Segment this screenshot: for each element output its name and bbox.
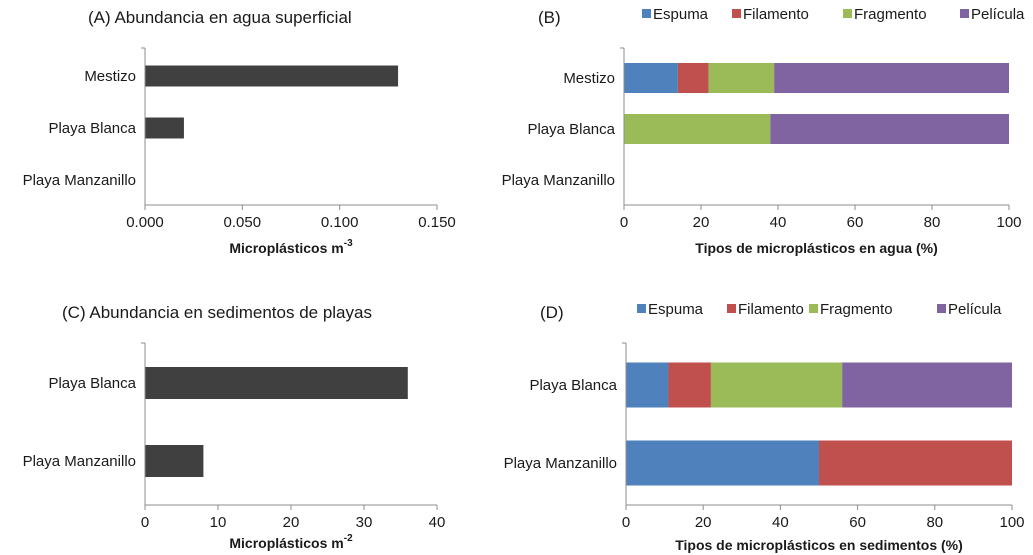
chart-panel-d: (D) Espuma Filamento Fragmento Película Playa… [504,301,1025,553]
bar-segment [668,362,711,408]
bar-segment [626,362,669,408]
chart-panel-a: (A) Abundancia en agua superficial Mestiz… [23,8,456,256]
x-tick-label: 0 [622,514,630,531]
legend-label: Fragmento [854,6,927,23]
bar-segment [624,63,678,93]
legend-label: Fragmento [820,301,893,318]
x-tick-label: 0.050 [224,214,262,231]
panel-title: (D) [540,303,564,322]
x-tick-label: 40 [429,514,446,531]
x-tick-label: 30 [356,514,373,531]
bar [145,117,184,139]
category-label: Playa Manzanillo [23,453,136,470]
legend-swatch [843,9,852,18]
legend-swatch [809,304,818,313]
category-label: Playa Blanca [527,121,615,138]
x-axis-label-text: Microplásticos m [229,535,343,551]
category-label: Playa Blanca [529,377,617,394]
x-tick-label: 100 [996,214,1021,231]
bar [145,65,399,87]
x-tick-label: 0.150 [418,214,456,231]
x-tick-label: 60 [849,514,866,531]
chart-panel-b: (B) Espuma Filamento Fragmento Película Mesti… [502,6,1025,256]
bar-segment [677,63,709,93]
legend-swatch [937,304,946,313]
chart-panel-c: (C) Abundancia en sedimentos de playas Pl… [23,303,446,551]
legend-swatch [727,304,736,313]
category-label: Mestizo [563,70,615,87]
x-tick-label: 10 [210,514,227,531]
x-axis-label-text: Tipos de microplásticos en agua (%) [695,240,937,256]
bar [145,367,408,399]
category-label: Playa Manzanillo [23,172,136,189]
category-label: Playa Manzanillo [504,455,617,472]
bar [145,445,204,477]
x-tick-label: 20 [283,514,300,531]
x-tick-label: 0 [620,214,628,231]
bar-segment [770,114,1009,144]
legend-label: Película [948,301,1002,318]
bar-segment [819,440,1012,486]
panel-title: (C) Abundancia en sedimentos de playas [62,303,372,322]
x-tick-label: 0.100 [321,214,359,231]
x-axis-label: Microplásticos m-3 [229,238,353,256]
legend-label: Espuma [653,6,709,23]
x-axis-label-text: Tipos de microplásticos en sedimentos (%… [675,537,963,553]
panel-title: (B) [538,8,561,27]
x-tick-label: 100 [999,514,1024,531]
category-label: Playa Manzanillo [502,172,615,189]
bar-segment [774,63,1009,93]
x-tick-label: 20 [695,514,712,531]
x-axis-label-superscript: -2 [344,533,353,544]
bar-segment [624,114,771,144]
x-tick-label: 0.000 [126,214,164,231]
legend-swatch [637,304,646,313]
legend-label: Espuma [648,301,704,318]
category-label: Mestizo [84,68,136,85]
legend-swatch [642,9,651,18]
bar-segment [708,63,775,93]
category-label: Playa Blanca [48,375,136,392]
legend-swatch [732,9,741,18]
x-tick-label: 80 [924,214,941,231]
legend-swatch [960,9,969,18]
panel-title: (A) Abundancia en agua superficial [88,8,352,27]
x-axis-label: Tipos de microplásticos en sedimentos (%… [675,537,963,553]
x-tick-label: 0 [141,514,149,531]
x-tick-label: 40 [770,214,787,231]
x-tick-label: 80 [926,514,943,531]
bar-segment [626,440,819,486]
category-label: Playa Blanca [48,120,136,137]
x-axis-label: Microplásticos m-2 [229,533,353,551]
x-tick-label: 40 [772,514,789,531]
x-axis-label-superscript: -3 [344,238,353,249]
bar-segment [710,362,843,408]
bar-segment [842,362,1012,408]
legend-label: Filamento [743,6,809,23]
x-tick-label: 20 [693,214,710,231]
x-axis-label: Tipos de microplásticos en agua (%) [695,240,937,256]
legend-label: Filamento [738,301,804,318]
x-axis-label-text: Microplásticos m [229,240,343,256]
x-tick-label: 60 [847,214,864,231]
legend-label: Película [971,6,1025,23]
